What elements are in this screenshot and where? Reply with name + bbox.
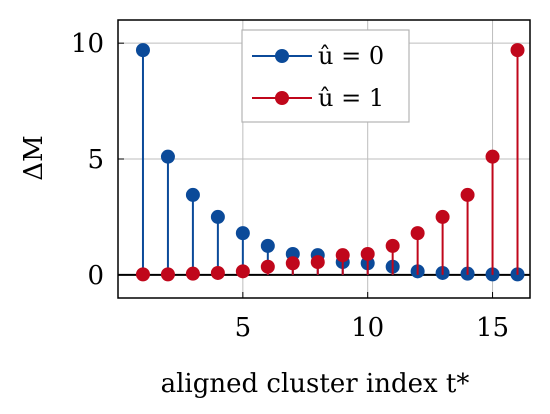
stem-marker (135, 267, 150, 282)
stem-marker (485, 149, 500, 164)
legend-marker-u1 (275, 91, 289, 105)
series-1 (135, 43, 525, 282)
stem-marker (185, 187, 200, 202)
stem-marker (460, 187, 475, 202)
stem-marker (435, 209, 450, 224)
legend-entry-u1: û = 1 (252, 84, 384, 112)
legend-entry-u0: û = 0 (252, 42, 384, 70)
stem-marker (360, 246, 375, 261)
x-tick-label: 10 (351, 313, 384, 343)
legend-box (241, 29, 410, 123)
legend-label-u1: û = 1 (318, 84, 384, 112)
x-tick-label: 15 (476, 313, 509, 343)
stem-marker (160, 267, 175, 282)
stem-marker (335, 248, 350, 263)
x-axis-label: aligned cluster index t* (161, 369, 470, 399)
stem-marker (160, 149, 175, 164)
stem-marker (260, 259, 275, 274)
stem-marker (510, 43, 525, 58)
stem-marker (210, 265, 225, 280)
stem-marker (310, 255, 325, 270)
stem-marker (235, 264, 250, 279)
legend-label-u0: û = 0 (318, 42, 384, 70)
y-axis-label: ΔM (19, 135, 49, 180)
stem-marker (285, 256, 300, 271)
stem-marker (210, 209, 225, 224)
stem-marker (185, 266, 200, 281)
y-tick-label: 5 (87, 145, 104, 175)
y-tick-label: 0 (87, 261, 104, 291)
stem-marker (385, 238, 400, 253)
series-layer (135, 43, 525, 282)
stem-marker (235, 226, 250, 241)
stem-marker (410, 226, 425, 241)
stem-marker (135, 43, 150, 58)
stem-marker (260, 238, 275, 253)
legend-marker-u0 (275, 49, 289, 63)
x-tick-label: 5 (235, 313, 252, 343)
y-tick-label: 10 (71, 29, 104, 59)
tick-labels: 5 10 15 0 5 10 (71, 29, 509, 343)
legend: û = 0 û = 1 (241, 29, 410, 123)
